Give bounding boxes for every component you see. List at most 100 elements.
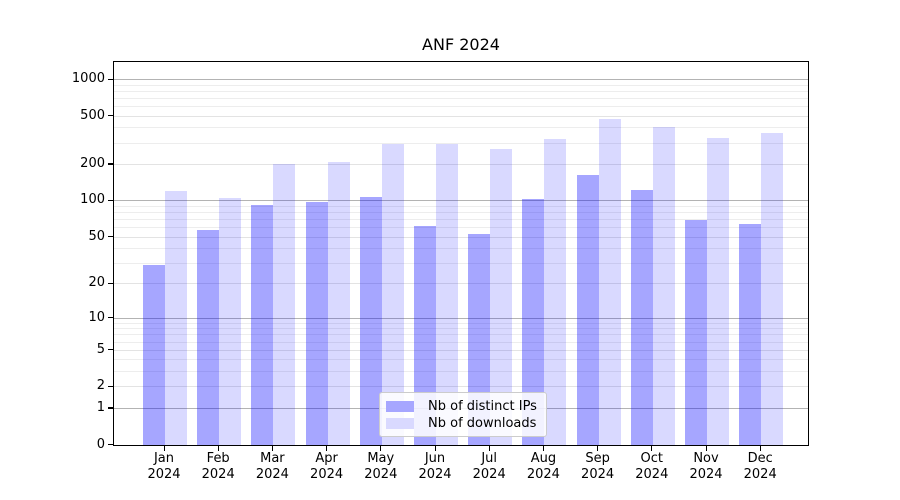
bar-distinct-ips (251, 204, 274, 445)
y-tick (108, 78, 113, 80)
gridline-minor (114, 142, 808, 144)
bar-downloads (381, 144, 404, 445)
y-tick (108, 199, 113, 202)
legend-item-downloads: Nb of downloads (386, 415, 537, 432)
bar-downloads (165, 190, 187, 445)
x-tick (597, 446, 599, 451)
bar-distinct-ips (197, 229, 220, 445)
gridline-minor (114, 341, 808, 343)
x-tick (380, 446, 382, 451)
y-tick-label: 50 (88, 228, 105, 244)
gridline-minor (114, 227, 808, 229)
y-tick-label: 0 (96, 436, 105, 452)
y-tick-label: 1 (96, 399, 105, 415)
bar-downloads (598, 119, 621, 445)
bar-downloads (436, 144, 458, 445)
x-tick (326, 446, 328, 451)
gridline-major (114, 200, 808, 202)
y-tick-label: 2 (96, 378, 105, 394)
x-tick-label: Mar 2024 (255, 451, 289, 482)
bar-distinct-ips (143, 264, 165, 445)
y-tick (108, 407, 113, 409)
legend-swatch-downloads (386, 418, 414, 429)
gridline-minor (114, 322, 808, 324)
x-tick (542, 446, 545, 451)
x-tick (759, 446, 761, 451)
bar-downloads (219, 197, 242, 445)
x-tick-label: Feb 2024 (201, 451, 235, 482)
gridline-minor (114, 106, 808, 107)
bar-downloads (490, 148, 513, 445)
y-tick-label: 1000 (71, 71, 105, 87)
x-tick-label: Jan 2024 (147, 451, 181, 482)
gridline-major (114, 79, 808, 81)
y-tick-label: 100 (80, 192, 105, 208)
y-tick-label: 5 (96, 341, 105, 357)
x-tick-label: Apr 2024 (310, 451, 344, 482)
bar-distinct-ips (359, 197, 382, 445)
y-tick (108, 115, 113, 117)
y-tick (108, 349, 113, 351)
gridline-minor (114, 219, 808, 220)
legend-label-distinct-ips: Nb of distinct IPs (428, 399, 537, 414)
gridline-minor (114, 90, 808, 92)
x-tick (163, 446, 165, 451)
gridline-minor (114, 328, 808, 330)
bar-distinct-ips (739, 223, 762, 445)
x-tick-label: Jul 2024 (472, 451, 506, 482)
bar-downloads (707, 138, 729, 445)
bar-distinct-ips (414, 226, 436, 445)
x-tick-label: Jun 2024 (418, 451, 452, 482)
y-tick (108, 163, 113, 165)
bar-downloads (652, 127, 675, 445)
gridline-minor (114, 212, 808, 214)
gridline-minor (114, 205, 808, 207)
gridline-minor (114, 262, 808, 264)
legend-item-distinct-ips: Nb of distinct IPs (386, 398, 537, 415)
chart-title: ANF 2024 (422, 35, 500, 54)
gridline-minor (114, 334, 808, 336)
gridline (114, 115, 808, 117)
y-tick-label: 200 (80, 155, 105, 171)
x-tick (651, 446, 653, 451)
legend-label-downloads: Nb of downloads (428, 416, 537, 431)
bar-distinct-ips (685, 219, 707, 445)
gridline-minor (114, 97, 808, 99)
bar-downloads (273, 163, 296, 445)
gridline-minor (114, 248, 808, 250)
x-tick-label: Sep 2024 (581, 451, 615, 482)
y-tick (108, 444, 113, 446)
y-tick-label: 500 (80, 107, 105, 123)
gridline (114, 386, 808, 388)
y-tick (108, 236, 113, 238)
x-tick-label: Oct 2024 (635, 451, 669, 482)
gridline (114, 283, 808, 285)
gridline (114, 163, 808, 165)
gridline (114, 236, 808, 238)
x-tick (271, 446, 274, 451)
bar-downloads (544, 138, 567, 445)
gridline-minor (114, 84, 808, 86)
bar-distinct-ips (576, 175, 599, 445)
gridline-minor (114, 127, 808, 129)
x-tick (488, 446, 490, 451)
y-tick (108, 385, 113, 388)
bar-downloads (327, 162, 350, 445)
y-tick-label: 10 (88, 309, 105, 325)
y-tick-label: 20 (88, 275, 105, 291)
x-tick-label: May 2024 (364, 451, 398, 482)
bar-distinct-ips (305, 201, 328, 445)
x-tick (217, 446, 219, 451)
bar-distinct-ips (522, 199, 545, 445)
bar-downloads (761, 132, 784, 445)
bar-distinct-ips (630, 189, 653, 445)
gridline (114, 349, 808, 351)
x-tick (434, 446, 436, 451)
y-tick (108, 282, 113, 285)
legend: Nb of distinct IPs Nb of downloads (379, 392, 547, 437)
gridline-minor (114, 359, 808, 361)
x-tick-label: Dec 2024 (743, 451, 777, 482)
legend-swatch-distinct-ips (386, 401, 414, 412)
x-tick-label: Aug 2024 (526, 451, 560, 482)
